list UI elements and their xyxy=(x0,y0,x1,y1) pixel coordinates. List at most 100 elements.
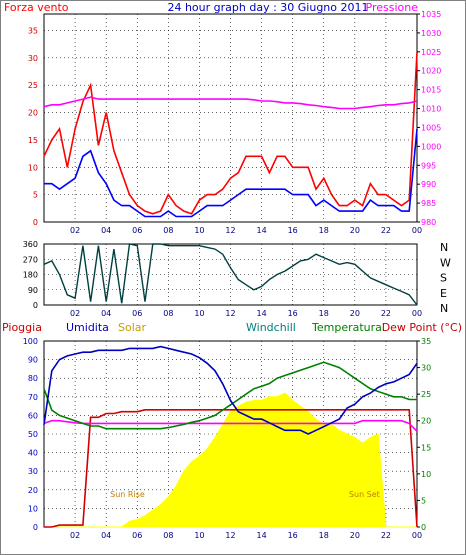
y-left-tick-2-50: 50 xyxy=(28,430,38,439)
y-right-tick-0-1005: 1005 xyxy=(421,123,441,132)
wind-gust-line xyxy=(43,52,418,215)
humidity-line xyxy=(43,345,418,435)
x-tick-1-20: 20 xyxy=(350,309,360,318)
y-left-tick-2-20: 20 xyxy=(28,486,38,495)
y-left-tick-0-0: 0 xyxy=(33,218,38,227)
x-tick-1-02: 02 xyxy=(70,309,80,318)
dewpoint-line xyxy=(43,419,418,432)
y-left-tick-0-15: 15 xyxy=(28,136,38,145)
y-left-tick-0-20: 20 xyxy=(28,109,38,118)
x-tick-1-18: 18 xyxy=(319,309,329,318)
windchill-label: Windchill xyxy=(246,321,296,334)
y-left-tick-0-5: 5 xyxy=(33,191,38,200)
y-left-tick-1-180: 180 xyxy=(23,271,38,280)
x-tick-2-06: 06 xyxy=(132,531,142,540)
y-right-tick-2-20: 20 xyxy=(421,417,431,426)
compass-label-1: W xyxy=(440,256,451,269)
y-left-tick-2-60: 60 xyxy=(28,411,38,420)
compass-label-0: N xyxy=(440,241,448,254)
y-left-tick-2-80: 80 xyxy=(28,374,38,383)
y-left-tick-1-0: 0 xyxy=(33,301,38,310)
x-tick-0-14: 14 xyxy=(256,226,266,235)
wind-avg-line xyxy=(44,128,418,218)
y-left-tick-2-90: 90 xyxy=(28,356,38,365)
wind-force-label: Forza vento xyxy=(4,1,69,14)
y-right-tick-0-1000: 1000 xyxy=(421,142,441,151)
y-left-tick-2-40: 40 xyxy=(28,449,38,458)
x-tick-2-08: 08 xyxy=(163,531,173,540)
temperature-line xyxy=(43,361,417,430)
y-right-tick-2-25: 25 xyxy=(421,390,431,399)
y-left-tick-0-35: 35 xyxy=(28,26,38,35)
x-tick-0-08: 08 xyxy=(163,226,173,235)
y-left-tick-1-90: 90 xyxy=(28,286,38,295)
y-right-tick-0-1010: 1010 xyxy=(421,105,441,114)
x-tick-1-04: 04 xyxy=(101,309,111,318)
humidity-label: Umidita xyxy=(66,321,109,334)
x-tick-2-00: 00 xyxy=(412,531,422,540)
solar-label: Solar xyxy=(118,321,147,334)
pressure-label: Pressione xyxy=(366,1,419,14)
y-right-tick-2-10: 10 xyxy=(421,470,431,479)
x-tick-0-18: 18 xyxy=(319,226,329,235)
direction-line xyxy=(43,243,418,306)
y-left-tick-0-30: 30 xyxy=(28,54,38,63)
y-left-tick-1-360: 360 xyxy=(23,240,38,249)
y-right-tick-0-1020: 1020 xyxy=(421,67,441,76)
y-left-tick-2-10: 10 xyxy=(28,504,38,513)
x-tick-0-16: 16 xyxy=(288,226,298,235)
y-right-tick-2-5: 5 xyxy=(421,496,426,505)
y-right-tick-0-990: 990 xyxy=(421,180,436,189)
x-tick-2-22: 22 xyxy=(381,531,391,540)
x-tick-2-14: 14 xyxy=(256,531,266,540)
y-right-tick-2-0: 0 xyxy=(421,523,426,532)
x-tick-1-10: 10 xyxy=(194,309,204,318)
compass-label-2: S xyxy=(440,272,447,285)
pressure-line xyxy=(43,96,418,110)
y-right-tick-0-995: 995 xyxy=(421,161,436,170)
x-tick-0-22: 22 xyxy=(381,226,391,235)
chart-title: 24 hour graph day : 30 Giugno 2011 xyxy=(167,1,368,14)
sunset-label: Sun Set xyxy=(349,490,380,499)
x-tick-2-16: 16 xyxy=(288,531,298,540)
x-tick-1-22: 22 xyxy=(381,309,391,318)
x-tick-0-20: 20 xyxy=(350,226,360,235)
x-tick-2-10: 10 xyxy=(194,531,204,540)
x-tick-2-18: 18 xyxy=(319,531,329,540)
y-right-tick-0-1030: 1030 xyxy=(421,29,441,38)
compass-label-4: N xyxy=(440,302,448,315)
x-tick-1-06: 06 xyxy=(132,309,142,318)
x-tick-2-12: 12 xyxy=(225,531,235,540)
y-left-tick-1-270: 270 xyxy=(23,255,38,264)
y-right-tick-2-15: 15 xyxy=(421,443,431,452)
y-right-tick-0-980: 980 xyxy=(421,218,436,227)
x-tick-0-06: 06 xyxy=(132,226,142,235)
y-left-tick-2-70: 70 xyxy=(28,393,38,402)
x-tick-2-04: 04 xyxy=(101,531,111,540)
x-tick-0-02: 02 xyxy=(70,226,80,235)
sunrise-label: Sun Rise xyxy=(110,490,145,499)
x-tick-0-12: 12 xyxy=(225,226,235,235)
x-tick-2-02: 02 xyxy=(70,531,80,540)
y-left-tick-0-25: 25 xyxy=(28,81,38,90)
y-left-tick-0-10: 10 xyxy=(28,163,38,172)
x-tick-0-10: 10 xyxy=(194,226,204,235)
y-right-tick-2-35: 35 xyxy=(421,337,431,346)
x-tick-0-04: 04 xyxy=(101,226,111,235)
x-tick-2-20: 20 xyxy=(350,531,360,540)
y-right-tick-0-1015: 1015 xyxy=(421,86,441,95)
y-left-tick-2-100: 100 xyxy=(23,337,38,346)
y-left-tick-2-30: 30 xyxy=(28,467,38,476)
x-tick-1-12: 12 xyxy=(225,309,235,318)
y-right-tick-2-30: 30 xyxy=(421,364,431,373)
x-tick-0-00: 00 xyxy=(412,226,422,235)
y-right-tick-0-1025: 1025 xyxy=(421,48,441,57)
compass-label-3: E xyxy=(440,287,447,300)
plot-layer: 02 04 06 08 10 12 14 16 18 20 22 000510152025303598… xyxy=(23,10,451,540)
dewpoint-label: Dew Point (°C) xyxy=(382,321,462,334)
x-tick-1-00: 00 xyxy=(412,309,422,318)
x-tick-1-14: 14 xyxy=(256,309,266,318)
solar-area xyxy=(44,392,417,528)
